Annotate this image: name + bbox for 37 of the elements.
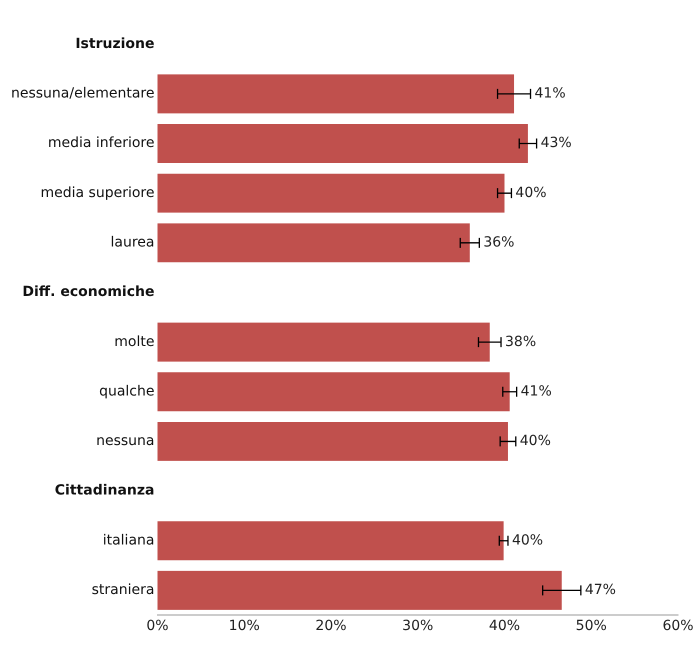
y-tick-label: nessuna (96, 433, 154, 450)
y-tick-label: nessuna/elementare (10, 86, 154, 102)
y-tick-label: media superiore (40, 184, 154, 201)
data-label: 47% (584, 582, 616, 598)
y-tick-label: straniera (92, 582, 154, 598)
x-tick-label: 60% (662, 618, 694, 634)
bar (157, 223, 470, 262)
data-label: 41% (534, 86, 566, 102)
y-tick-label: media inferiore (48, 135, 154, 152)
y-tick-label: Diff. economiche (22, 284, 154, 300)
bar (157, 74, 514, 114)
data-label: 43% (540, 135, 572, 152)
data-label: 38% (505, 334, 536, 350)
y-tick-label: molte (114, 334, 154, 350)
x-tick-label: 50% (576, 618, 607, 634)
y-tick-label: Istruzione (75, 36, 154, 52)
bar (157, 322, 490, 362)
bar (157, 521, 504, 560)
bar (157, 174, 504, 213)
bar (157, 372, 510, 412)
x-tick-label: 40% (488, 618, 520, 634)
x-tick-label: 0% (146, 618, 169, 634)
data-label: 40% (512, 532, 544, 548)
y-tick-label: italiana (102, 532, 154, 548)
y-tick-label: laurea (110, 234, 154, 250)
data-label: 36% (483, 234, 514, 250)
x-tick-label: 30% (402, 618, 434, 634)
bar (157, 124, 528, 163)
y-tick-label: Cittadinanza (54, 482, 154, 499)
bar (157, 422, 508, 461)
data-label: 41% (520, 383, 552, 400)
x-tick-label: 20% (315, 618, 347, 634)
data-label: 40% (520, 433, 551, 450)
data-label: 40% (515, 184, 547, 201)
bar (157, 570, 562, 610)
y-tick-label: qualche (99, 383, 154, 400)
x-tick-label: 10% (228, 618, 260, 634)
